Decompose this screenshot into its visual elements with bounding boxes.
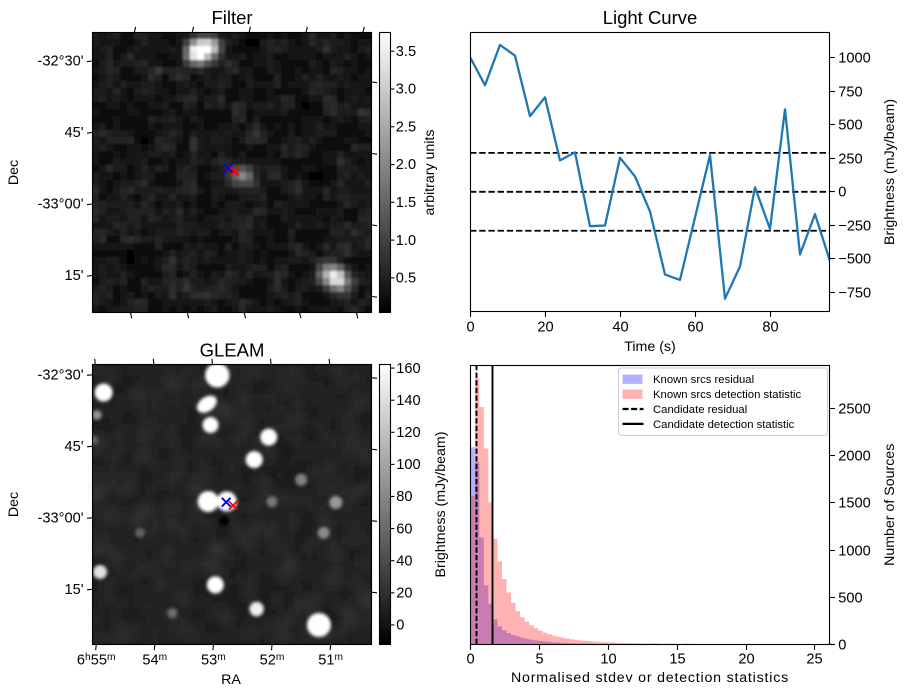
svg-text:-33°00': -33°00' bbox=[38, 511, 84, 527]
svg-text:10: 10 bbox=[600, 652, 616, 668]
svg-text:Known srcs residual: Known srcs residual bbox=[653, 374, 754, 386]
svg-text:1.0: 1.0 bbox=[396, 233, 416, 249]
svg-text:1000: 1000 bbox=[838, 50, 870, 66]
svg-text:Brightness (mJy/beam): Brightness (mJy/beam) bbox=[433, 432, 449, 578]
svg-text:Brightness (mJy/beam): Brightness (mJy/beam) bbox=[882, 99, 898, 245]
svg-text:80: 80 bbox=[762, 320, 778, 336]
svg-text:120: 120 bbox=[396, 425, 420, 441]
svg-text:2.5: 2.5 bbox=[396, 120, 416, 136]
svg-text:2.0: 2.0 bbox=[396, 157, 416, 173]
svg-text:0: 0 bbox=[838, 184, 846, 200]
svg-text:0: 0 bbox=[466, 320, 474, 336]
svg-text:−500: −500 bbox=[838, 251, 871, 267]
svg-text:0: 0 bbox=[466, 652, 474, 668]
svg-text:750: 750 bbox=[838, 84, 862, 100]
svg-text:25: 25 bbox=[806, 652, 822, 668]
svg-text:60: 60 bbox=[687, 320, 703, 336]
svg-text:250: 250 bbox=[838, 151, 862, 167]
svg-text:20: 20 bbox=[396, 586, 412, 602]
svg-text:80: 80 bbox=[396, 489, 412, 505]
svg-text:Dec: Dec bbox=[6, 160, 22, 185]
svg-text:0.5: 0.5 bbox=[396, 271, 416, 287]
svg-text:1.5: 1.5 bbox=[396, 195, 416, 211]
svg-text:0: 0 bbox=[396, 618, 404, 634]
svg-text:45': 45' bbox=[64, 439, 83, 455]
svg-text:20: 20 bbox=[738, 652, 754, 668]
svg-text:3.0: 3.0 bbox=[396, 82, 416, 98]
svg-text:1500: 1500 bbox=[838, 495, 870, 511]
svg-text:1000: 1000 bbox=[838, 543, 870, 559]
svg-text:Number of Sources: Number of Sources bbox=[882, 444, 898, 566]
svg-text:2000: 2000 bbox=[838, 448, 870, 464]
svg-text:GLEAM: GLEAM bbox=[200, 339, 265, 360]
svg-text:140: 140 bbox=[396, 393, 420, 409]
svg-text:Light Curve: Light Curve bbox=[603, 7, 698, 28]
svg-text:500: 500 bbox=[838, 590, 862, 606]
svg-text:500: 500 bbox=[838, 117, 862, 133]
svg-text:40: 40 bbox=[612, 320, 628, 336]
svg-text:15': 15' bbox=[64, 582, 83, 598]
svg-text:−750: −750 bbox=[838, 285, 871, 301]
svg-text:Candidate residual: Candidate residual bbox=[653, 404, 747, 416]
svg-text:40: 40 bbox=[396, 553, 412, 569]
svg-text:−250: −250 bbox=[838, 218, 871, 234]
svg-text:15': 15' bbox=[64, 268, 83, 284]
svg-text:RA: RA bbox=[221, 672, 241, 688]
svg-text:5: 5 bbox=[535, 652, 543, 668]
svg-text:Filter: Filter bbox=[211, 7, 252, 28]
svg-text:arbitrary units: arbitrary units bbox=[422, 130, 438, 216]
svg-text:3.5: 3.5 bbox=[396, 44, 416, 60]
svg-text:100: 100 bbox=[396, 457, 420, 473]
svg-text:0: 0 bbox=[838, 637, 846, 653]
svg-text:45': 45' bbox=[64, 125, 83, 141]
svg-text:Time (s): Time (s) bbox=[624, 339, 676, 355]
svg-text:-33°00': -33°00' bbox=[38, 197, 84, 213]
svg-text:15: 15 bbox=[669, 652, 685, 668]
svg-text:160: 160 bbox=[396, 361, 420, 377]
svg-text:60: 60 bbox=[396, 521, 412, 537]
svg-text:Candidate detection statistic: Candidate detection statistic bbox=[653, 419, 795, 431]
svg-text:Normalised stdev or detection: Normalised stdev or detection statistics bbox=[511, 670, 789, 686]
svg-text:Known srcs detection statistic: Known srcs detection statistic bbox=[653, 389, 802, 401]
svg-text:-32°30': -32°30' bbox=[38, 54, 84, 70]
svg-text:20: 20 bbox=[537, 320, 553, 336]
svg-text:-32°30': -32°30' bbox=[38, 368, 84, 384]
svg-text:Dec: Dec bbox=[6, 492, 22, 517]
svg-text:2500: 2500 bbox=[838, 401, 870, 417]
